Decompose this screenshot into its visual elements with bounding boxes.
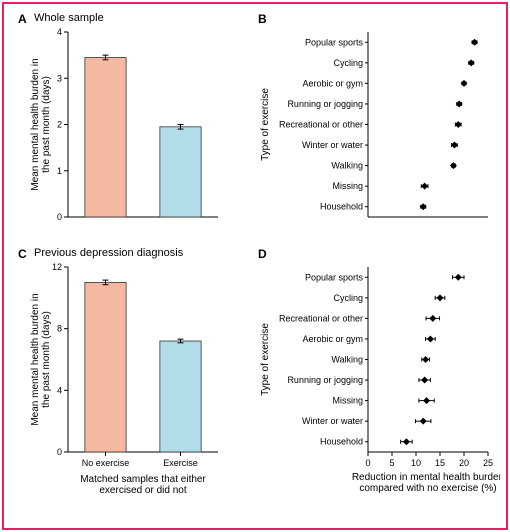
svg-text:Missing: Missing bbox=[332, 181, 363, 191]
panel-c-title: Previous depression diagnosis bbox=[34, 247, 183, 259]
svg-text:Missing: Missing bbox=[332, 396, 363, 406]
svg-text:Running or jogging: Running or jogging bbox=[287, 99, 363, 109]
svg-text:20: 20 bbox=[459, 458, 469, 468]
svg-text:5: 5 bbox=[389, 458, 394, 468]
svg-text:Aerobic or gym: Aerobic or gym bbox=[302, 334, 363, 344]
svg-text:4: 4 bbox=[57, 27, 62, 37]
svg-text:Walking: Walking bbox=[331, 355, 363, 365]
svg-text:25: 25 bbox=[483, 458, 493, 468]
svg-text:15: 15 bbox=[435, 458, 445, 468]
panel-a-title: Whole sample bbox=[34, 12, 104, 24]
svg-text:Matched samples that eitherexe: Matched samples that eitherexercised or … bbox=[80, 474, 206, 496]
svg-text:Mean mental health burden inth: Mean mental health burden inthe past mon… bbox=[30, 58, 52, 190]
panel-b-chart: Popular sports Cycling Aerobic or gym Runni… bbox=[250, 10, 500, 240]
svg-text:Reduction in mental health bur: Reduction in mental health burdencompare… bbox=[352, 472, 500, 494]
svg-text:8: 8 bbox=[57, 324, 62, 334]
panel-d: D 0 5 10 15 20 25 Popular sports Cycling Recreat… bbox=[250, 245, 500, 525]
svg-text:Type of exercise: Type of exercise bbox=[260, 88, 271, 161]
svg-text:Exercise: Exercise bbox=[163, 458, 198, 468]
svg-text:Popular sports: Popular sports bbox=[305, 272, 364, 282]
svg-text:Recreational or other: Recreational or other bbox=[279, 313, 363, 323]
panel-b: B Popular sports Cycling Aerobic or gym Run… bbox=[250, 10, 500, 240]
svg-text:Winter or water: Winter or water bbox=[302, 140, 363, 150]
svg-text:2: 2 bbox=[57, 120, 62, 130]
svg-text:Cycling: Cycling bbox=[333, 293, 363, 303]
svg-text:Type of exercise: Type of exercise bbox=[260, 323, 271, 396]
panel-d-letter: D bbox=[258, 247, 267, 261]
svg-text:Winter or water: Winter or water bbox=[302, 416, 363, 426]
panel-a-chart: 0 1 2 3 4 Mean mental health burden inthe pas… bbox=[10, 10, 250, 240]
svg-text:0: 0 bbox=[57, 447, 62, 457]
panel-a-letter: A bbox=[18, 12, 27, 26]
svg-text:Recreational or other: Recreational or other bbox=[279, 120, 363, 130]
panel-a: A Whole sample 0 1 2 3 4 Mean mental health b… bbox=[10, 10, 250, 240]
svg-text:0: 0 bbox=[57, 212, 62, 222]
svg-text:3: 3 bbox=[57, 73, 62, 83]
svg-text:Household: Household bbox=[320, 437, 363, 447]
panel-d-chart: 0 5 10 15 20 25 Popular sports Cycling Recreatio… bbox=[250, 245, 500, 525]
svg-text:12: 12 bbox=[52, 262, 62, 272]
panel-c-chart: 0 4 8 12 No exercise Exercise Mean mental heal… bbox=[10, 245, 250, 525]
svg-text:Household: Household bbox=[320, 202, 363, 212]
svg-text:Cycling: Cycling bbox=[333, 58, 363, 68]
svg-text:4: 4 bbox=[57, 385, 62, 395]
panel-b-letter: B bbox=[258, 12, 267, 26]
svg-text:Running or jogging: Running or jogging bbox=[287, 375, 363, 385]
svg-text:Mean mental health burden inth: Mean mental health burden inthe past mon… bbox=[30, 293, 52, 425]
svg-text:Aerobic or gym: Aerobic or gym bbox=[302, 78, 363, 88]
svg-text:Popular sports: Popular sports bbox=[305, 37, 364, 47]
svg-text:0: 0 bbox=[365, 458, 370, 468]
svg-text:1: 1 bbox=[57, 166, 62, 176]
panel-c-letter: C bbox=[18, 247, 27, 261]
panel-c: C Previous depression diagnosis 0 4 8 12 No … bbox=[10, 245, 250, 525]
svg-text:Walking: Walking bbox=[331, 161, 363, 171]
svg-text:No exercise: No exercise bbox=[82, 458, 130, 468]
svg-text:10: 10 bbox=[411, 458, 421, 468]
